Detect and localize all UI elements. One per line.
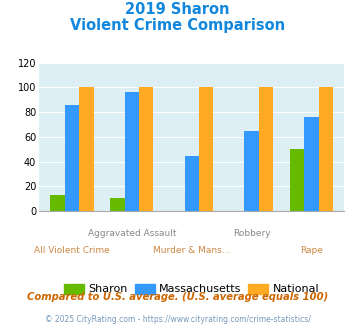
Bar (110, 198, 125, 211)
Text: Aggravated Assault: Aggravated Assault (88, 229, 176, 238)
Bar (259, 87, 273, 211)
Legend: Sharon, Massachusetts, National: Sharon, Massachusetts, National (60, 279, 324, 299)
Bar (50, 195, 65, 211)
Bar (79, 87, 93, 211)
Text: © 2025 CityRating.com - https://www.cityrating.com/crime-statistics/: © 2025 CityRating.com - https://www.city… (45, 315, 310, 324)
Bar (65, 105, 79, 211)
Text: Compared to U.S. average. (U.S. average equals 100): Compared to U.S. average. (U.S. average … (27, 292, 328, 302)
Bar (244, 131, 259, 211)
Text: Murder & Mans...: Murder & Mans... (153, 246, 230, 255)
Bar (125, 92, 139, 211)
Bar (185, 155, 199, 211)
Text: Robbery: Robbery (233, 229, 271, 238)
Bar (304, 117, 318, 211)
Text: Violent Crime Comparison: Violent Crime Comparison (70, 18, 285, 33)
Text: All Violent Crime: All Violent Crime (34, 246, 110, 255)
Bar (139, 87, 153, 211)
Text: 2019 Sharon: 2019 Sharon (125, 2, 230, 16)
Bar (290, 149, 304, 211)
Bar (318, 87, 333, 211)
Text: Rape: Rape (300, 246, 323, 255)
Bar (199, 87, 213, 211)
